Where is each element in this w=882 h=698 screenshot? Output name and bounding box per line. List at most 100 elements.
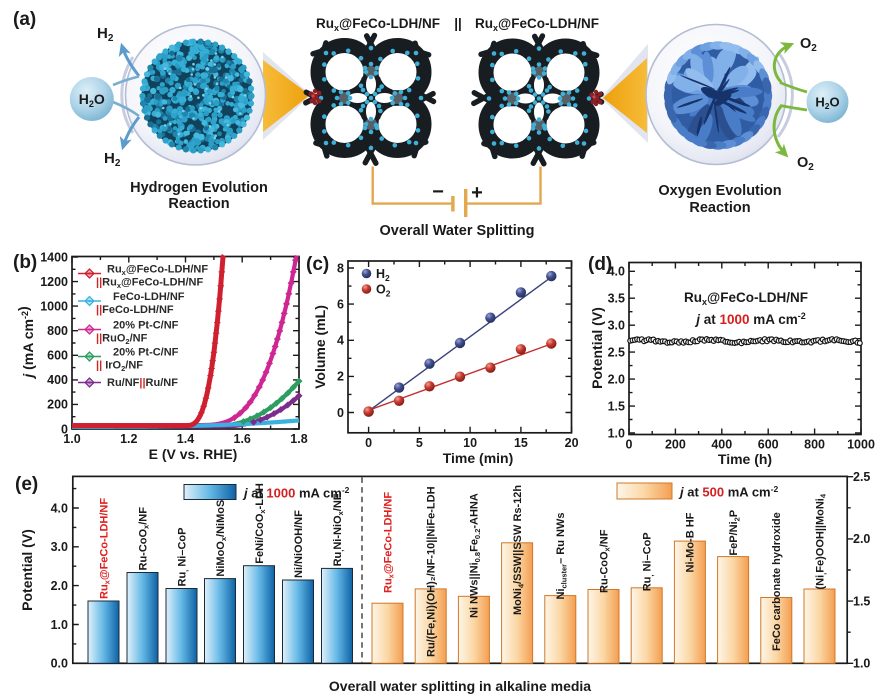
svg-text:(c): (c): [306, 254, 329, 275]
svg-text:Potential (V): Potential (V): [19, 529, 35, 611]
svg-text:Volume (mL): Volume (mL): [312, 305, 328, 389]
svg-text:4.0: 4.0: [51, 501, 68, 515]
svg-text:Ru-CoOx​/NF: Ru-CoOx​/NF: [137, 507, 150, 571]
svg-text:Ni/NiOOH/NF: Ni/NiOOH/NF: [293, 510, 305, 578]
svg-text:Ru-CoOx​/NF: Ru-CoOx​/NF: [598, 529, 611, 593]
svg-text:20% Pt-C/NF: 20% Pt-C/NF: [113, 347, 179, 359]
svg-text:(a): (a): [13, 9, 36, 30]
svg-text:H2O: H2O: [79, 91, 105, 109]
svg-text:H2: H2: [376, 267, 390, 283]
svg-text:1.5: 1.5: [853, 594, 870, 608]
svg-text:Rux@FeCo-LDH/NF: Rux@FeCo-LDH/NF: [475, 16, 599, 33]
svg-text:FeP/Ni2​P: FeP/Ni2​P: [728, 510, 741, 556]
svg-text:1.0: 1.0: [608, 426, 625, 440]
svg-text:1.5: 1.5: [608, 399, 625, 413]
svg-text:0.0: 0.0: [51, 657, 68, 671]
svg-text:Ni NWs||Ni0.8​Fe0.2​-AHNA: Ni NWs||Ni0.8​Fe0.2​-AHNA: [469, 493, 482, 618]
svg-text:400: 400: [711, 438, 732, 452]
svg-text:Ru,​Ni-NiOx​/NF: Ru,​Ni-NiOx​/NF: [332, 493, 345, 566]
svg-text:800: 800: [804, 438, 825, 452]
svg-text:Nicluster​– Ru NWs: Nicluster​– Ru NWs: [555, 513, 568, 600]
svg-text:E (V vs. RHE): E (V vs. RHE): [149, 446, 238, 462]
svg-text:Potential (V): Potential (V): [589, 307, 605, 389]
svg-text:3.0: 3.0: [608, 319, 625, 333]
svg-text:(b): (b): [13, 252, 37, 273]
svg-text:Hydrogen Evolution: Hydrogen Evolution: [130, 180, 268, 196]
svg-text:Oxygen Evolution: Oxygen Evolution: [658, 183, 781, 199]
svg-text:O2: O2: [376, 283, 391, 299]
svg-text:Time (min): Time (min): [443, 450, 514, 466]
svg-text:Rux​@FeCo-LDH/NF: Rux​@FeCo-LDH/NF: [382, 492, 395, 593]
svg-text:||RuO2/NF: ||RuO2/NF: [96, 333, 148, 347]
svg-text:||FeCo-LDH/NF: ||FeCo-LDH/NF: [96, 304, 174, 316]
svg-text:0: 0: [365, 436, 372, 450]
svg-text:1.8: 1.8: [290, 432, 307, 446]
svg-text:200: 200: [665, 438, 686, 452]
svg-text:1.0: 1.0: [63, 432, 80, 446]
svg-text:1000: 1000: [847, 438, 875, 452]
svg-text:j at 500 mA cm-2: j at 500 mA cm-2: [678, 484, 778, 500]
svg-text:600: 600: [47, 349, 68, 363]
svg-text:j at 1000 mA cm-2: j at 1000 mA cm-2: [694, 311, 806, 327]
svg-text:Reaction: Reaction: [168, 196, 229, 212]
svg-text:2.5: 2.5: [853, 470, 870, 484]
svg-text:6: 6: [337, 297, 344, 311]
svg-text:10: 10: [463, 436, 477, 450]
svg-text:1.0: 1.0: [853, 657, 870, 671]
svg-text:Overall water splitting in alk: Overall water splitting in alkaline medi…: [329, 678, 591, 694]
svg-text:200: 200: [47, 398, 68, 412]
svg-text:2.0: 2.0: [51, 579, 68, 593]
svg-text:FeNi/CoOx​-LDH: FeNi/CoOx​-LDH: [254, 483, 267, 564]
svg-text:|| IrO2/NF: || IrO2/NF: [96, 360, 143, 374]
svg-text:H2: H2: [104, 150, 121, 169]
svg-text:1.2: 1.2: [120, 432, 137, 446]
svg-text:400: 400: [47, 373, 68, 387]
svg-text:Ru/(Fe,Ni)(OH)₂/NF-10||NiFe-LD: Ru/(Fe,Ni)(OH)₂/NF-10||NiFe-LDH: [426, 486, 438, 657]
svg-text:O2: O2: [800, 36, 817, 54]
svg-text:0: 0: [626, 438, 633, 452]
svg-text:1000: 1000: [40, 299, 68, 313]
svg-text:Reaction: Reaction: [689, 200, 750, 216]
svg-text:0: 0: [61, 422, 68, 436]
svg-text:Rux@FeCo-LDH/NF: Rux@FeCo-LDH/NF: [316, 16, 440, 33]
svg-text:FeCo-LDH/NF: FeCo-LDH/NF: [113, 291, 185, 303]
svg-text:Ru,​ Ni–CoP: Ru,​ Ni–CoP: [642, 532, 655, 591]
svg-text:||: ||: [454, 16, 462, 31]
svg-text:(e): (e): [15, 474, 38, 495]
svg-text:20: 20: [565, 436, 579, 450]
svg-text:Rux@FeCo-LDH/NF: Rux@FeCo-LDH/NF: [107, 264, 208, 278]
svg-text:j (mA cm-2): j (mA cm-2): [15, 306, 36, 379]
svg-text:j at 1000 mA cm-2: j at 1000 mA cm-2: [242, 485, 350, 501]
svg-text:1400: 1400: [40, 250, 68, 264]
svg-text:20% Pt-C/NF: 20% Pt-C/NF: [113, 320, 179, 332]
svg-text:H2O: H2O: [815, 95, 839, 112]
svg-text:1.4: 1.4: [177, 432, 194, 446]
svg-text:H2: H2: [97, 25, 114, 44]
svg-text:(Ni,​Fe)OOH||MoNi4​: (Ni,​Fe)OOH||MoNi4​: [814, 493, 827, 589]
svg-text:+: +: [471, 182, 483, 204]
svg-text:Rux​@FeCo-LDH/NF: Rux​@FeCo-LDH/NF: [98, 498, 111, 599]
svg-text:2.5: 2.5: [608, 345, 625, 359]
svg-text:(d): (d): [588, 254, 612, 275]
svg-text:2.0: 2.0: [853, 532, 870, 546]
svg-text:4.0: 4.0: [608, 265, 625, 279]
svg-text:Ru,​ Ni–CoP: Ru,​ Ni–CoP: [176, 528, 189, 587]
svg-text:2: 2: [337, 370, 344, 384]
svg-text:Time (h): Time (h): [718, 451, 772, 467]
svg-text:O2: O2: [797, 155, 814, 173]
svg-text:800: 800: [47, 324, 68, 338]
svg-text:600: 600: [758, 438, 779, 452]
svg-text:1.6: 1.6: [234, 432, 251, 446]
svg-text:−: −: [432, 181, 444, 203]
svg-text:Ru/NF||Ru/NF: Ru/NF||Ru/NF: [107, 377, 178, 389]
svg-text:15: 15: [514, 436, 528, 450]
svg-text:NiMoOx​/NiMoS: NiMoOx​/NiMoS: [215, 500, 228, 577]
svg-text:1200: 1200: [40, 275, 68, 289]
svg-text:MoNi4​/SSW||SSW Rs-12h: MoNi4​/SSW||SSW Rs-12h: [512, 485, 525, 615]
svg-text:Ni-Mo-B HF: Ni-Mo-B HF: [685, 512, 697, 572]
svg-text:3.0: 3.0: [51, 540, 68, 554]
svg-text:Rux@FeCo-LDH/NF: Rux@FeCo-LDH/NF: [684, 290, 808, 307]
svg-text:FeCo carbonate hydroxide: FeCo carbonate hydroxide: [771, 512, 783, 651]
svg-text:3.5: 3.5: [608, 292, 625, 306]
svg-text:1.0: 1.0: [51, 618, 68, 632]
